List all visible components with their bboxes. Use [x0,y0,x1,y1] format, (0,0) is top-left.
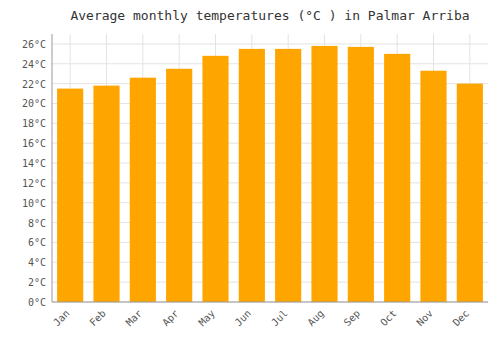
bars [57,46,483,302]
x-tick-label: Aug [305,308,326,329]
x-tick-label: Jan [51,308,72,329]
bar [311,46,337,302]
y-tick-label: 18°C [22,118,46,129]
bar [420,71,446,302]
y-tick-label: 12°C [22,178,46,189]
y-tick-label: 10°C [22,198,46,209]
bar [57,89,83,302]
y-axis-line [52,34,53,302]
bar [239,49,265,302]
y-tick-label: 14°C [22,158,46,169]
bar [166,69,192,302]
x-tick-label: Feb [87,308,108,329]
bar [275,49,301,302]
bar [130,78,156,302]
y-tick-label: 8°C [28,218,46,229]
y-tick-label: 16°C [22,138,46,149]
y-grid-line [52,63,488,64]
x-tick-label: Nov [414,308,435,329]
grid [52,34,488,302]
y-grid-line [52,43,488,44]
bar [348,47,374,302]
x-tick-label: Jul [269,308,290,329]
x-tick-label: Apr [160,308,181,329]
y-tick-label: 22°C [22,79,46,90]
bar [457,84,483,302]
bar [93,86,119,302]
chart: Average monthly temperatures (°C ) in Pa… [0,0,500,350]
x-tick-label: Dec [451,308,472,329]
bar [384,54,410,302]
x-tick-label: Sep [342,308,363,329]
x-tick-label: Jun [233,308,254,329]
title: Average monthly temperatures (°C ) in Pa… [70,8,469,23]
y-tick-label: 20°C [22,98,46,109]
y-axis: 0°C 2°C 4°C 6°C 8°C 10°C 12°C 14°C 16°C 18°C 20°C 2… [22,39,46,308]
y-grid-line [52,302,488,303]
bar [202,56,228,302]
y-tick-label: 0°C [28,297,46,308]
y-tick-label: 24°C [22,59,46,70]
x-tick-label: Oct [378,308,399,329]
y-tick-label: 4°C [28,257,46,268]
y-tick-label: 2°C [28,277,46,288]
y-tick-label: 6°C [28,237,46,248]
x-tick-label: May [196,308,217,329]
x-axis: Jan Feb Mar Apr May Jun Jul Aug Sep Oct Nov Dec [51,308,471,329]
y-tick-label: 26°C [22,39,46,50]
x-axis-line [52,302,488,303]
x-tick-label: Mar [124,308,145,329]
